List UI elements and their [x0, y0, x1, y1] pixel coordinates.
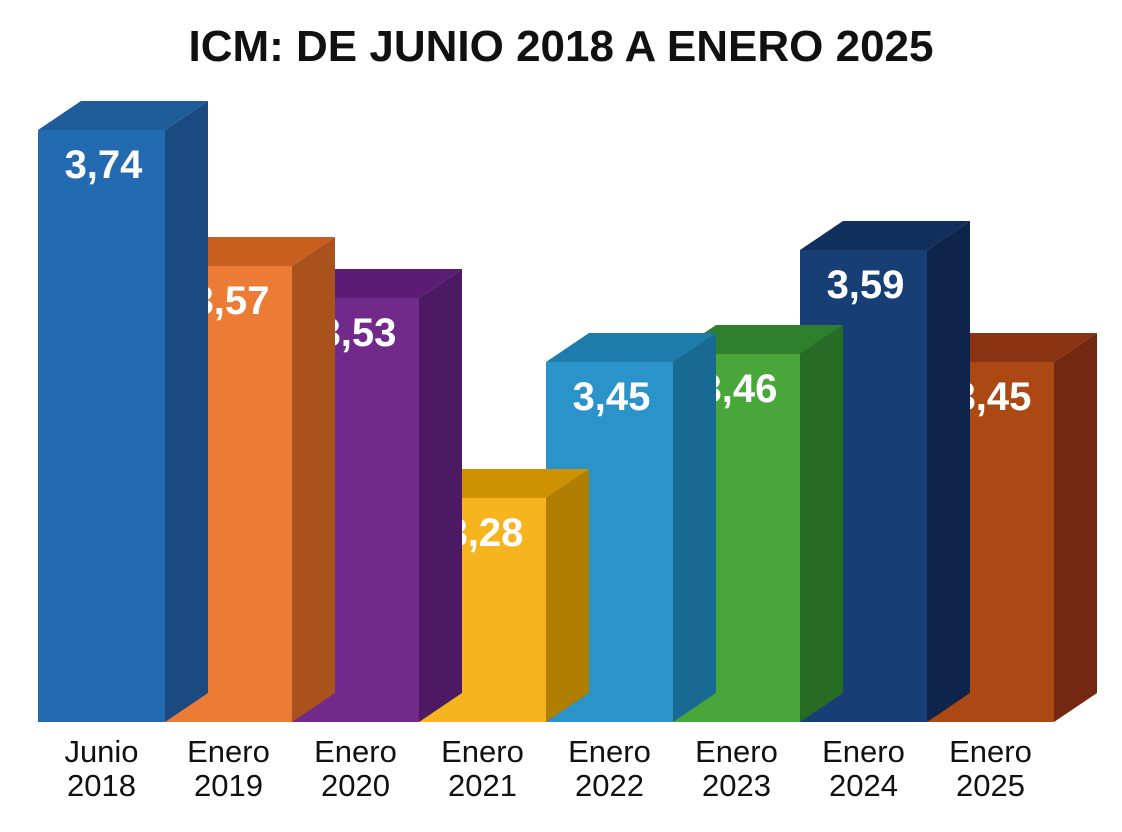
x-tick-label: 2020: [321, 768, 390, 803]
x-tick-label: Enero: [187, 734, 270, 769]
x-tick-label: 2019: [194, 768, 263, 803]
x-tick-label: Enero: [949, 734, 1032, 769]
x-tick-label: Enero: [695, 734, 778, 769]
x-tick-label: 2022: [575, 768, 644, 803]
bar-side: [292, 237, 335, 722]
bar: [38, 130, 165, 722]
x-tick-label: Enero: [822, 734, 905, 769]
bar-group: 3,74: [38, 101, 208, 722]
x-tick-label: 2021: [448, 768, 517, 803]
x-tick-label: 2025: [956, 768, 1025, 803]
x-tick-label: 2024: [829, 768, 898, 803]
x-tick-label: 2023: [702, 768, 771, 803]
x-tick-label: Junio: [64, 734, 138, 769]
bar-side: [673, 333, 716, 722]
bar-top: [38, 101, 208, 130]
data-label: 3,74: [65, 143, 144, 187]
data-label: 3,59: [827, 263, 905, 307]
x-tick-label: 2018: [67, 768, 136, 803]
x-tick-label: Enero: [314, 734, 397, 769]
bar-top: [800, 221, 970, 250]
bar-side: [546, 469, 589, 722]
bar-side: [800, 325, 843, 722]
bar-side: [1054, 333, 1097, 722]
bar-side: [927, 221, 970, 722]
data-label: 3,45: [573, 375, 651, 419]
chart-title: ICM: DE JUNIO 2018 A ENERO 2025: [188, 22, 934, 71]
bar-top: [546, 333, 716, 362]
x-tick-label: Enero: [441, 734, 524, 769]
bar-side: [165, 101, 208, 722]
bar-side: [419, 269, 462, 722]
x-tick-label: Enero: [568, 734, 651, 769]
